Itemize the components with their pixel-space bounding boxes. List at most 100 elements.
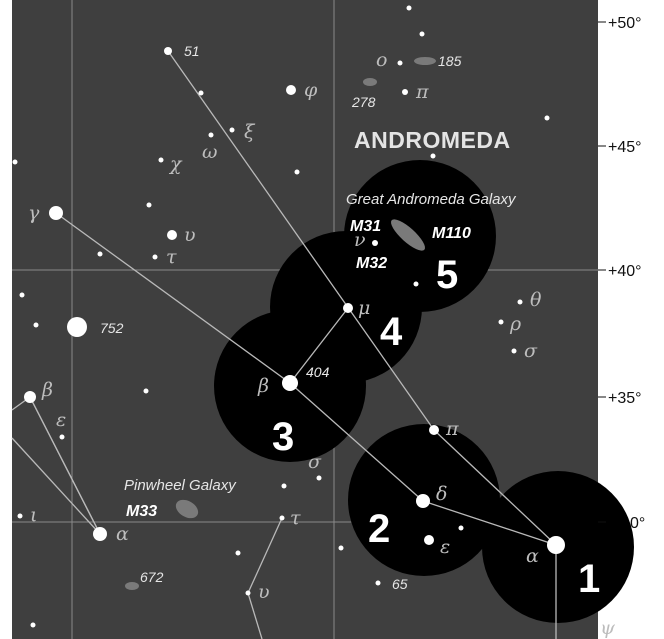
greek-tau: τ: [166, 246, 177, 268]
greek-tau-lower: τ: [290, 507, 301, 529]
line-beta-mu: [289, 307, 349, 384]
star-p: [235, 550, 241, 556]
star-o: [458, 525, 464, 531]
star-mu: [343, 303, 353, 313]
star-e: [12, 159, 18, 165]
line-upsilon-down: [247, 592, 263, 639]
greek-psi: ψ: [600, 617, 616, 639]
greek-beta: β: [257, 375, 269, 397]
star-delta: [416, 494, 430, 508]
star-a: [198, 90, 204, 96]
star-rho: [498, 319, 504, 325]
star-51: [164, 47, 172, 55]
line-gamma-beta: [55, 212, 291, 384]
star-alpha: [547, 536, 565, 554]
step-5-label: 5: [436, 253, 458, 297]
dec-label-35: +35°: [608, 390, 642, 407]
star-xi: [229, 127, 235, 133]
star-chi: [158, 157, 164, 163]
line-beta-delta: [289, 382, 424, 502]
star-phi: [286, 85, 296, 95]
ngc672-shape: [125, 582, 139, 590]
star-omicron: [397, 60, 403, 66]
greek-sigma-right: σ: [524, 340, 538, 362]
step-1-label: 1: [578, 557, 600, 601]
catalog-185: 185: [438, 53, 462, 69]
constellation-lines: [11, 50, 557, 639]
greek-rho: ρ: [509, 313, 522, 335]
star-j: [413, 281, 419, 287]
greek-delta: δ: [436, 483, 447, 505]
m31-label: M31: [350, 218, 381, 235]
star-l: [33, 322, 39, 328]
dec-label-45: +45°: [608, 139, 642, 156]
object-labels: Great Andromeda Galaxy M31 M110 M32 Pinw…: [124, 191, 517, 520]
line-pi-alpha: [433, 429, 557, 546]
greek-upsilon: υ: [184, 224, 196, 246]
greek-nu: ν: [354, 229, 366, 251]
star-g: [430, 153, 436, 159]
star-nu: [372, 240, 378, 246]
dec-label-50: +50°: [608, 15, 642, 32]
star-k: [19, 292, 25, 298]
star-upsilon: [167, 230, 177, 240]
hop-step-numbers: 1 2 3 4 5: [272, 253, 600, 601]
greek-iota: ι: [30, 504, 37, 526]
hop-circle-5: [344, 160, 496, 312]
m110-label: M110: [432, 225, 471, 242]
catalog-278: 278: [351, 94, 376, 110]
greek-mu: μ: [358, 297, 370, 319]
dec-label-30: 0°: [630, 515, 645, 532]
star-d: [294, 169, 300, 175]
greek-phi: φ: [304, 79, 318, 101]
m32-label: M32: [356, 255, 387, 272]
star-n: [281, 483, 287, 489]
line-tau-upsilon: [247, 517, 283, 594]
star-r: [30, 622, 36, 628]
line-delta-alpha: [422, 500, 557, 546]
ngc278-shape: [363, 78, 377, 86]
m33-galaxy-shape: [175, 499, 199, 519]
greek-chi: χ: [168, 153, 183, 175]
greek-epsilon: ε: [440, 536, 450, 558]
star-beta: [282, 375, 298, 391]
line-51-pi: [167, 50, 435, 431]
star-q: [338, 545, 344, 551]
constellation-name: ANDROMEDA: [354, 127, 511, 153]
m31-common-name: Great Andromeda Galaxy: [346, 191, 517, 208]
greek-labels: φ π o ξ ω χ γ υ τ ν μ θ ρ σ β π δ ε α σ …: [28, 49, 616, 639]
catalog-404: 404: [306, 364, 330, 380]
star-tau: [152, 254, 158, 260]
greek-pi: π: [445, 418, 459, 440]
star-tau-lower: [279, 515, 285, 521]
step-2-label: 2: [368, 507, 390, 551]
greek-omega: ω: [202, 141, 218, 163]
star-gamma: [49, 206, 63, 220]
star-epsilon: [424, 535, 434, 545]
star-m: [143, 388, 149, 394]
greek-gamma: γ: [28, 202, 40, 224]
catalog-numbers: 51 185 278 752 404 672 65: [100, 43, 462, 592]
catalog-51: 51: [184, 43, 200, 59]
greek-xi: ξ: [244, 121, 256, 143]
star-i: [97, 251, 103, 257]
m31-galaxy-shape: [390, 219, 426, 251]
star-65: [375, 580, 381, 586]
line-tri-lower: [11, 437, 101, 535]
star-tri-beta: [24, 391, 36, 403]
step-4-label: 4: [380, 310, 403, 354]
ngc185-shape: [414, 57, 436, 65]
greek-pi-top: π: [415, 81, 429, 103]
greek-theta: θ: [530, 289, 542, 311]
greek-sigma-tri: σ: [308, 451, 322, 473]
catalog-752: 752: [100, 320, 124, 336]
star-f: [544, 115, 550, 121]
galaxy-shapes: [125, 57, 436, 590]
catalog-65: 65: [392, 576, 408, 592]
line-tri-inner: [29, 396, 101, 535]
dec-label-40: +40°: [608, 263, 642, 280]
step-3-label: 3: [272, 415, 294, 459]
greek-beta-left: β: [41, 379, 53, 401]
declination-scale: +50° +45° +40° +35° 0°: [598, 15, 645, 532]
